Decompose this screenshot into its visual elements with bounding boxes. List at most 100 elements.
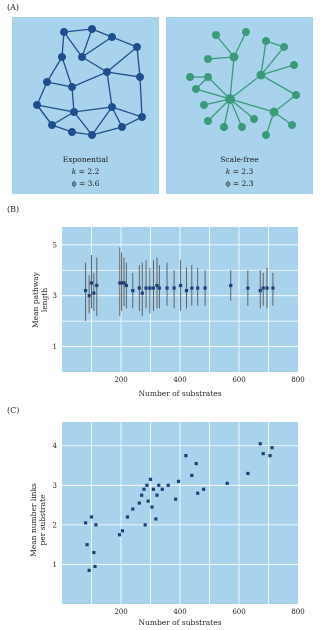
y-axis-title-line1: Mean number links: [29, 483, 38, 557]
data-point: [89, 515, 94, 519]
y-tick-labels: 1 2 3 4: [53, 442, 58, 569]
data-point: [155, 283, 159, 288]
data-point: [160, 487, 164, 491]
data-point: [176, 479, 181, 483]
panel-b-label: (B): [7, 205, 20, 214]
data-point: [258, 442, 262, 446]
data-point: [194, 461, 198, 466]
y-tick-label: 5: [53, 241, 57, 249]
x-tick-label: 800: [291, 608, 304, 616]
x-axis-title: Number of substrates: [138, 618, 221, 627]
data-point: [155, 493, 159, 497]
data-point: [89, 281, 94, 285]
mean-pathway-length-chart: 200 400 600 800 1 3 5 Number of substrates Me…: [31, 227, 305, 398]
exponential-phi: ϕ = 3.6: [71, 179, 100, 188]
data-point: [142, 487, 146, 491]
scale-free-network-panel: Scale-free k = 2.3 ϕ = 2.3: [166, 17, 313, 194]
data-point: [261, 286, 265, 290]
data-point: [145, 483, 149, 487]
data-point: [87, 294, 91, 298]
grid: [62, 227, 298, 372]
scale-free-network-diagram: [186, 28, 300, 139]
data-point: [140, 493, 144, 497]
data-point: [190, 473, 194, 478]
data-point: [87, 568, 91, 572]
x-tick-label: 400: [173, 608, 186, 616]
x-tick-label: 600: [232, 608, 245, 616]
data-point: [125, 515, 130, 519]
data-point: [84, 288, 88, 293]
data-point: [92, 291, 96, 295]
y-axis-title-line2: per substrate: [38, 494, 47, 546]
data-point: [261, 452, 265, 456]
data-point: [265, 286, 269, 290]
data-point: [202, 487, 206, 491]
y-axis-title-line2: length: [40, 288, 49, 312]
data-point: [124, 283, 128, 288]
grid: [62, 422, 298, 604]
data-point: [157, 286, 161, 290]
y-tick-label: 1: [53, 561, 57, 569]
data-point: [190, 286, 194, 290]
y-tick-label: 1: [53, 343, 57, 351]
x-tick-label: 800: [291, 376, 304, 384]
exponential-title: Exponential: [62, 155, 109, 164]
x-tick-label: 200: [114, 608, 127, 616]
data-point: [117, 533, 122, 537]
data-point: [271, 286, 275, 290]
data-point: [93, 564, 97, 569]
scale-free-k: k = 2.3: [225, 167, 254, 176]
data-point: [131, 288, 135, 293]
data-point: [270, 446, 274, 450]
data-point: [95, 283, 99, 288]
data-point: [151, 286, 156, 290]
data-point: [118, 281, 122, 285]
y-tick-label: 3: [53, 292, 57, 300]
data-point: [184, 454, 188, 458]
data-point: [258, 288, 262, 293]
mean-links-chart: 200 400 600 800 1 2 3 4 Number of substrates M…: [29, 422, 305, 627]
data-point: [196, 286, 200, 290]
exponential-k: k = 2.2: [71, 167, 100, 176]
exponential-network-diagram: [33, 25, 146, 139]
data-point: [94, 523, 98, 527]
data-point: [229, 283, 233, 288]
data-point: [154, 517, 158, 521]
data-point: [157, 483, 161, 487]
data-point: [178, 283, 183, 288]
data-point: [146, 499, 150, 503]
data-point: [165, 286, 169, 290]
exponential-network-panel: Exponential k = 2.2 ϕ = 3.6: [12, 17, 159, 194]
x-tick-label: 400: [173, 376, 186, 384]
data-point: [196, 491, 200, 495]
data-point: [173, 497, 178, 501]
x-tick-labels: 200 400 600 800: [114, 376, 304, 384]
error-bars: [85, 247, 274, 322]
scale-free-phi: ϕ = 2.3: [225, 179, 254, 188]
panel-a-label: (A): [7, 3, 20, 12]
data-point: [137, 286, 141, 290]
data-point: [268, 454, 272, 458]
data-point: [143, 523, 147, 527]
data-point: [84, 521, 88, 525]
data-point: [122, 281, 126, 285]
x-tick-label: 200: [114, 376, 127, 384]
data-point: [246, 471, 250, 476]
data-point: [203, 286, 207, 290]
data-point: [166, 483, 170, 487]
data-point: [148, 477, 153, 481]
y-tick-label: 3: [53, 482, 57, 490]
data-point: [120, 529, 125, 533]
x-tick-label: 600: [232, 376, 245, 384]
data-point: [144, 286, 148, 290]
y-tick-label: 2: [53, 521, 57, 529]
data-point: [137, 501, 141, 505]
data-point: [184, 288, 189, 293]
panel-c-label: (C): [7, 406, 20, 415]
y-tick-labels: 1 3 5: [53, 241, 57, 351]
y-axis-title-line1: Mean pathway: [31, 271, 40, 328]
x-axis-title: Number of substrates: [138, 389, 221, 398]
data-point: [225, 481, 229, 485]
scale-free-title: Scale-free: [220, 155, 259, 164]
y-tick-label: 4: [53, 442, 58, 450]
